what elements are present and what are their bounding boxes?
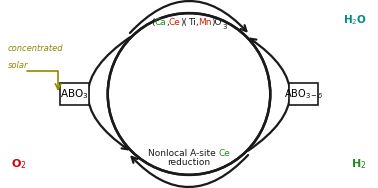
Circle shape [228,120,231,123]
Circle shape [187,80,191,83]
Circle shape [187,107,191,111]
Polygon shape [121,26,147,52]
Circle shape [227,147,232,152]
Circle shape [144,147,148,151]
Text: Ce: Ce [218,149,230,158]
Circle shape [227,36,232,41]
Circle shape [214,49,219,54]
Circle shape [131,107,136,111]
Text: Nonlocal A-site: Nonlocal A-site [148,149,218,158]
Circle shape [214,104,219,109]
Circle shape [171,36,176,41]
Circle shape [175,147,178,151]
Circle shape [160,52,163,56]
Text: )O: )O [212,18,222,27]
Text: 3: 3 [222,24,227,30]
Text: H$_2$O: H$_2$O [343,13,367,27]
Polygon shape [121,136,147,162]
FancyBboxPatch shape [289,83,318,105]
Text: Mn: Mn [198,18,212,27]
Circle shape [214,134,219,139]
Circle shape [174,64,179,69]
Text: )(: )( [181,18,188,27]
Circle shape [229,119,234,124]
Polygon shape [121,81,147,107]
Circle shape [171,147,176,152]
Circle shape [243,50,246,53]
Circle shape [242,52,247,57]
Circle shape [131,131,136,136]
Polygon shape [231,54,257,80]
Circle shape [147,65,150,68]
Text: reduction: reduction [167,158,211,167]
Circle shape [229,64,234,69]
Circle shape [230,147,234,151]
Circle shape [119,119,124,124]
Text: ABO$_3$: ABO$_3$ [60,87,89,101]
Circle shape [202,92,207,96]
Circle shape [227,92,232,96]
Circle shape [159,49,164,54]
Polygon shape [231,136,257,162]
Text: (: ( [151,18,154,27]
Polygon shape [148,108,174,134]
Circle shape [230,92,234,96]
Circle shape [131,52,136,57]
Polygon shape [204,108,230,134]
Circle shape [146,92,151,96]
Circle shape [199,119,204,124]
Circle shape [215,107,218,111]
Circle shape [159,24,164,29]
Polygon shape [148,81,174,107]
Circle shape [160,132,163,136]
Text: Ca: Ca [154,18,166,27]
Circle shape [146,147,151,152]
Circle shape [203,65,206,68]
Polygon shape [148,136,174,162]
Circle shape [199,64,204,69]
Circle shape [202,36,207,41]
Polygon shape [231,108,257,134]
Circle shape [187,160,191,163]
Polygon shape [148,26,174,52]
Circle shape [175,37,178,41]
Circle shape [243,105,246,108]
Circle shape [230,37,234,41]
Circle shape [215,52,218,56]
Text: solar: solar [8,61,28,70]
Text: ABO$_{3-\delta}$: ABO$_{3-\delta}$ [284,87,323,101]
Polygon shape [176,54,202,80]
Polygon shape [121,108,147,134]
Circle shape [160,107,163,111]
Circle shape [132,50,135,53]
Circle shape [243,80,246,83]
FancyBboxPatch shape [60,83,89,105]
Circle shape [254,64,259,69]
Circle shape [119,92,123,96]
Circle shape [203,120,206,123]
Polygon shape [176,81,202,107]
Circle shape [119,64,124,69]
Circle shape [200,147,203,151]
Text: O$_2$: O$_2$ [11,157,27,171]
Circle shape [243,135,246,138]
Circle shape [187,25,191,28]
Circle shape [172,120,175,123]
Polygon shape [176,108,202,134]
Text: Ti: Ti [188,18,195,27]
Circle shape [132,80,135,83]
Polygon shape [121,54,147,80]
Circle shape [187,131,191,136]
Circle shape [214,79,219,84]
Circle shape [255,92,259,96]
Circle shape [147,120,150,123]
Polygon shape [204,26,230,52]
Polygon shape [176,26,202,52]
Circle shape [187,77,191,81]
Polygon shape [204,136,230,162]
Circle shape [146,36,151,41]
Circle shape [202,147,207,152]
Circle shape [159,159,164,164]
Polygon shape [231,26,257,52]
